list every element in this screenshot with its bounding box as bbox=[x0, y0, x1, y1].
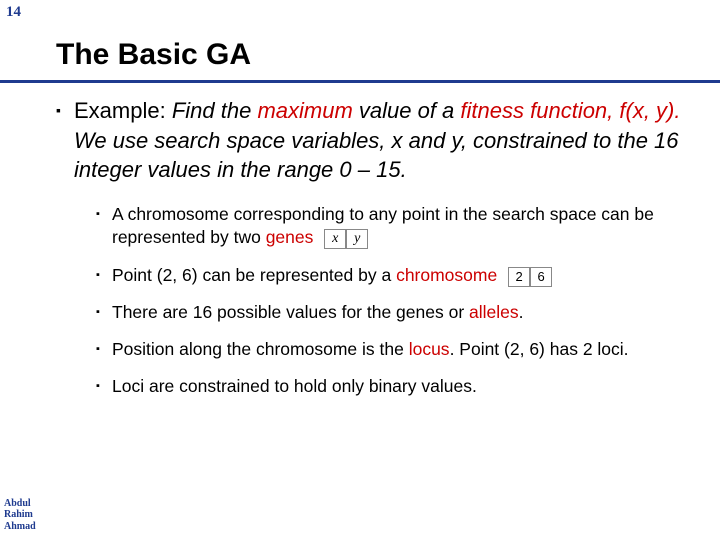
genes-graphic-26: 26 bbox=[508, 265, 552, 288]
main-italic-b: value of a bbox=[353, 98, 461, 123]
sub2-text-a: Point (2, 6) can be represented by a bbox=[112, 265, 396, 285]
gene-box-2: 2 bbox=[508, 267, 530, 287]
fitness-function: fitness function, f(x, y). bbox=[460, 98, 680, 123]
sub-bullet-text: There are 16 possible values for the gen… bbox=[112, 301, 524, 324]
main-italic-c: We use search space variables, x and y, … bbox=[74, 128, 679, 183]
maximum-word: maximum bbox=[257, 98, 352, 123]
sub3-text-b: . bbox=[519, 302, 524, 322]
main-bullet-text: Example: Find the maximum value of a fit… bbox=[74, 96, 700, 185]
sub-bullet-3: ▪ There are 16 possible values for the g… bbox=[96, 301, 700, 324]
main-italic-a: Find the bbox=[172, 98, 258, 123]
bullet-marker: ▪ bbox=[96, 264, 112, 281]
example-lead: Example: bbox=[74, 98, 172, 123]
sub-bullet-list: ▪ A chromosome corresponding to any poin… bbox=[96, 203, 700, 398]
main-bullet: ▪ Example: Find the maximum value of a f… bbox=[56, 96, 700, 185]
sub-bullet-1: ▪ A chromosome corresponding to any poin… bbox=[96, 203, 700, 250]
genes-word: genes bbox=[266, 227, 314, 247]
sub-bullet-5: ▪ Loci are constrained to hold only bina… bbox=[96, 375, 700, 398]
author-line-2: Rahim bbox=[4, 509, 36, 521]
chromosome-word: chromosome bbox=[396, 265, 497, 285]
sub-bullet-text: A chromosome corresponding to any point … bbox=[112, 203, 700, 250]
bullet-marker: ▪ bbox=[96, 203, 112, 220]
title-underline bbox=[0, 80, 720, 83]
author-footer: Abdul Rahim Ahmad bbox=[4, 498, 36, 533]
locus-word: locus bbox=[409, 339, 450, 359]
slide-title: The Basic GA bbox=[56, 38, 251, 72]
sub5-text: Loci are constrained to hold only binary… bbox=[112, 376, 477, 396]
sub-bullet-4: ▪ Position along the chromosome is the l… bbox=[96, 338, 700, 361]
gene-box-y: y bbox=[346, 229, 368, 249]
alleles-word: alleles bbox=[469, 302, 519, 322]
sub-bullet-text: Position along the chromosome is the loc… bbox=[112, 338, 629, 361]
bullet-marker: ▪ bbox=[96, 338, 112, 355]
bullet-marker: ▪ bbox=[96, 375, 112, 392]
bullet-marker: ▪ bbox=[56, 96, 74, 185]
sub4-text-b: . Point (2, 6) has 2 loci. bbox=[450, 339, 629, 359]
sub4-text-a: Position along the chromosome is the bbox=[112, 339, 409, 359]
author-line-3: Ahmad bbox=[4, 521, 36, 533]
sub-bullet-text: Loci are constrained to hold only binary… bbox=[112, 375, 477, 398]
content-area: ▪ Example: Find the maximum value of a f… bbox=[56, 96, 700, 412]
gene-box-6: 6 bbox=[530, 267, 552, 287]
author-line-1: Abdul bbox=[4, 498, 36, 510]
sub-bullet-2: ▪ Point (2, 6) can be represented by a c… bbox=[96, 264, 700, 288]
sub3-text-a: There are 16 possible values for the gen… bbox=[112, 302, 469, 322]
genes-graphic-xy: xy bbox=[324, 227, 368, 250]
sub-bullet-text: Point (2, 6) can be represented by a chr… bbox=[112, 264, 552, 288]
slide-number: 14 bbox=[6, 4, 21, 21]
gene-box-x: x bbox=[324, 229, 346, 249]
bullet-marker: ▪ bbox=[96, 301, 112, 318]
sub1-text-a: A chromosome corresponding to any point … bbox=[112, 204, 654, 247]
